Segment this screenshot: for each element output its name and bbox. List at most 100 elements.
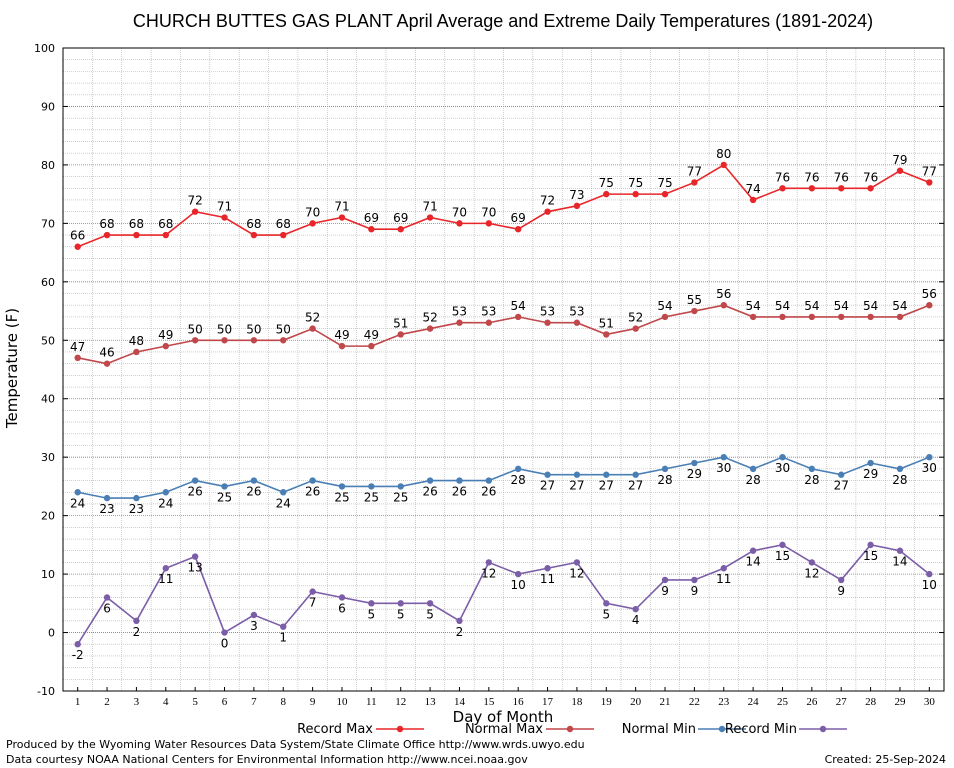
data-label: 10	[511, 578, 526, 592]
x-tick-label: 23	[718, 696, 730, 708]
x-tick-label: 30	[924, 696, 936, 708]
data-point	[779, 185, 786, 192]
x-tick-label: 15	[483, 696, 495, 708]
legend-label: Normal Max	[465, 722, 543, 737]
y-tick-label: 100	[34, 42, 55, 55]
data-label: 28	[892, 473, 907, 487]
y-tick-label: 70	[41, 217, 55, 230]
data-point	[309, 477, 316, 484]
legend-marker	[718, 725, 726, 733]
data-point	[926, 453, 933, 461]
data-label: 14	[745, 555, 760, 569]
series-line	[77, 163, 930, 248]
data-label: 13	[188, 561, 203, 575]
data-point	[456, 319, 463, 326]
data-point	[573, 559, 581, 566]
data-point	[544, 319, 551, 326]
data-label: 68	[158, 217, 173, 231]
data-point	[280, 489, 287, 496]
data-label: 15	[863, 549, 878, 563]
data-point	[426, 477, 434, 484]
data-label: 49	[334, 328, 349, 342]
x-tick-label: 18	[571, 696, 583, 708]
data-point	[397, 600, 404, 607]
data-label: 28	[745, 473, 760, 487]
data-label: 76	[804, 170, 819, 184]
data-label: 9	[691, 584, 699, 598]
data-label: 50	[188, 322, 203, 336]
x-tick-label: 19	[601, 696, 613, 708]
data-point	[74, 641, 81, 648]
data-point	[368, 226, 375, 233]
data-label: 5	[602, 607, 610, 621]
data-label: 70	[305, 205, 320, 219]
data-label: 4	[632, 613, 640, 627]
data-point	[309, 325, 316, 332]
series-line	[77, 543, 930, 645]
data-point	[661, 465, 669, 473]
data-point	[749, 547, 757, 554]
x-tick-label: 10	[336, 696, 348, 708]
y-tick-label: 80	[41, 159, 55, 172]
x-tick-label: 12	[395, 696, 406, 708]
x-tick-label: 27	[836, 696, 848, 708]
data-point	[485, 319, 493, 326]
data-label: 49	[364, 328, 379, 342]
data-point	[544, 208, 551, 215]
data-label: 53	[481, 305, 496, 319]
y-tick-label: 40	[41, 393, 55, 406]
y-axis-label: Temperature (F)	[3, 308, 21, 429]
data-point	[74, 243, 81, 250]
data-label: 54	[745, 299, 760, 313]
data-label: 77	[687, 164, 702, 178]
data-label: 25	[393, 490, 408, 504]
data-point	[456, 220, 463, 227]
data-label: 27	[540, 479, 555, 493]
plot-grid	[62, 47, 945, 692]
legend-marker	[819, 725, 827, 733]
data-label: 26	[246, 485, 261, 499]
x-tick-label: 16	[513, 696, 525, 708]
data-label: 9	[837, 584, 845, 598]
data-point	[133, 494, 140, 502]
data-point	[191, 337, 199, 344]
y-tick-label: 0	[48, 627, 55, 640]
data-label: 54	[892, 299, 907, 313]
y-tick-label: 10	[41, 568, 55, 581]
data-label: 27	[628, 479, 643, 493]
data-point	[632, 190, 639, 198]
data-point	[74, 489, 81, 496]
data-point	[426, 214, 434, 221]
x-tick-label: 17	[542, 696, 554, 708]
data-point	[661, 313, 669, 321]
x-tick-label: 22	[689, 696, 700, 708]
data-label: 52	[628, 311, 643, 325]
data-label: 24	[276, 496, 291, 510]
data-point	[808, 313, 816, 321]
x-tick-label: 4	[163, 696, 169, 708]
data-label: 75	[599, 176, 614, 190]
data-point	[397, 483, 404, 490]
data-label: 12	[569, 566, 584, 580]
data-label: 54	[863, 299, 878, 313]
data-label: 26	[188, 485, 203, 499]
data-point	[720, 453, 727, 461]
data-label: 54	[775, 299, 790, 313]
data-label: 66	[70, 229, 85, 243]
data-point	[720, 302, 727, 309]
data-point	[456, 617, 463, 625]
series-record-min: -2 6 2 11 13 0 3 1 7 6 5 5 5 2 12 10 11 12 5 4 9 9 11 14 15 12 9 15…	[72, 541, 937, 662]
legend-label: Record Max	[297, 722, 373, 737]
data-label: 3	[250, 619, 258, 633]
data-point	[720, 161, 727, 169]
y-tick-label: 60	[41, 276, 55, 289]
data-label: -2	[72, 648, 84, 662]
data-point	[250, 611, 258, 619]
data-point	[514, 570, 522, 578]
data-point	[280, 623, 287, 630]
data-label: 27	[599, 479, 614, 493]
data-point	[250, 337, 258, 344]
data-label: 24	[158, 496, 173, 510]
data-label: 11	[158, 572, 173, 586]
